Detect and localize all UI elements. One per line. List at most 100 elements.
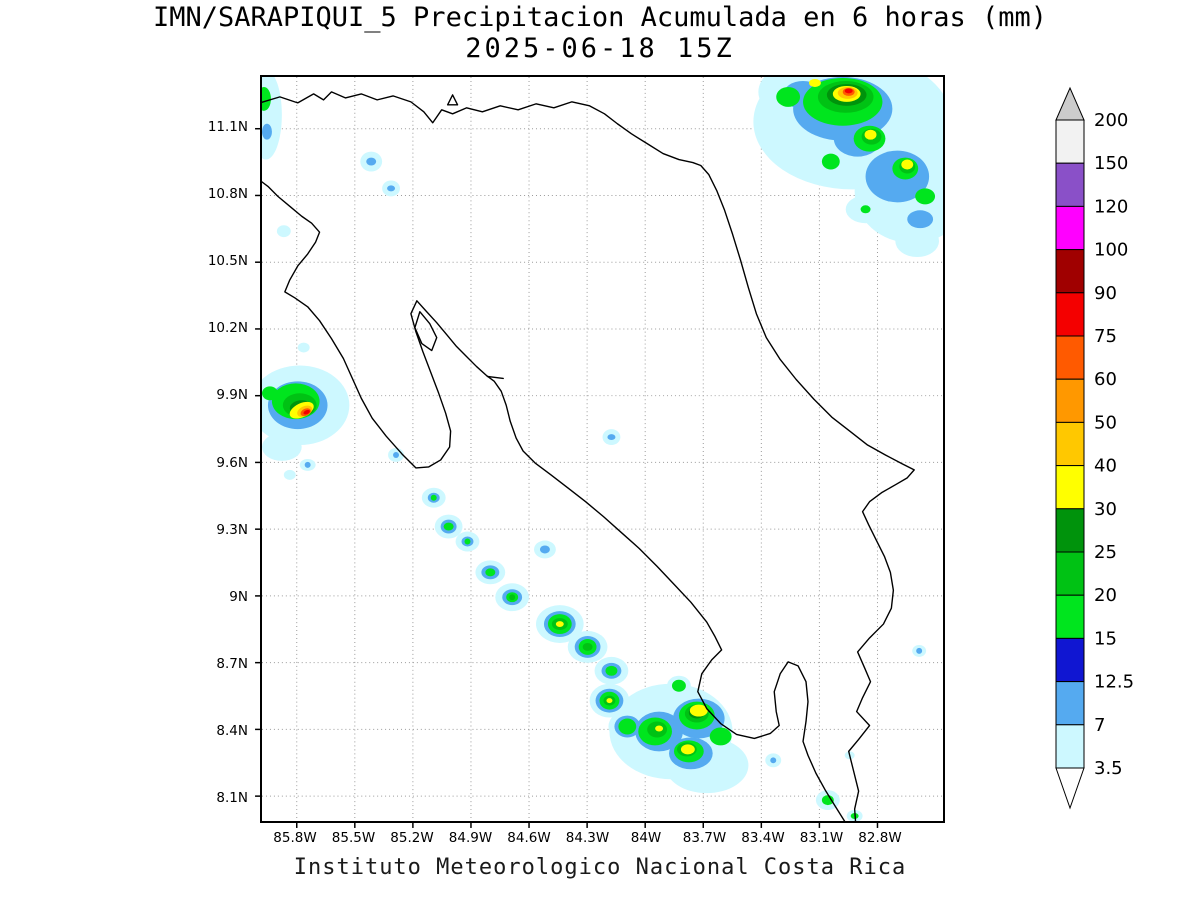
precip-cell-30mm [864,129,877,140]
y-tick-label: 10.5N [207,253,248,270]
y-tick-label: 9.6N [216,454,248,471]
x-tick-label: 84.3W [565,830,610,846]
y-tick-label: 10.8N [207,186,248,203]
x-axis-labels: 85.8W 85.5W 85.2W 84.9W 84.6W 84.3W 84W 83.7W 83… [260,830,945,850]
precip-cell-30mm [680,744,695,755]
colorbar-level-label: 150 [1094,153,1128,174]
precip-cell-3.5mm [262,433,302,461]
colorbar-cell [1055,594,1085,639]
colorbar-level-label: 75 [1094,326,1117,347]
precip-cell-7mm [393,451,399,458]
y-tick-label: 8.7N [216,655,248,672]
precip-cell-15mm [485,568,496,577]
precip-cell-7mm [770,757,777,764]
precip-cell-15mm [776,86,801,107]
map-title: IMN/SARAPIQUI_5 Precipitacion Acumulada … [152,2,1048,33]
colorbar-level-label: 30 [1094,499,1117,520]
precip-cell-7mm [262,123,272,140]
y-tick-label: 9.3N [216,521,248,538]
colorbar-level-label: 20 [1094,585,1117,606]
colorbar-cell [1055,421,1085,467]
x-tick-label: 84.6W [507,830,551,846]
x-tick-label: 84.9W [448,830,493,846]
colorbar-level-label: 3.5 [1094,758,1123,779]
colorbar-level-label: 40 [1094,456,1117,477]
precip-cell-3.5mm [760,122,797,151]
colorbar-level-label: 100 [1094,240,1128,261]
colorbar: 200 150 120 100 90 75 60 50 40 30 25 20 15 12.5 7 3.5 [1055,86,1134,810]
precip-cell-15mm [821,153,840,170]
colorbar-cell [1055,205,1085,251]
precip-cell-3.5mm [297,342,310,353]
precip-cell-20mm [509,594,516,601]
x-tick-label: 84W [630,830,662,846]
colorbar-level-label: 60 [1094,369,1117,390]
precip-cell-7mm [366,157,377,166]
colorbar-arrow-bottom [1055,767,1085,810]
precip-cell-15mm [443,522,454,531]
x-tick-label: 83.4W [741,830,785,846]
colorbar-arrow-top [1055,86,1085,121]
coastline [486,375,504,380]
x-tick-label: 83.7W [682,830,727,846]
precip-cell-30mm [606,698,613,704]
map-plot [255,75,945,828]
precip-cell-15mm [671,679,686,692]
precip-cell-15mm [262,386,278,401]
precip-cell-15mm [860,205,871,214]
precip-cell-15mm [618,718,637,735]
precip-cell-30mm [655,725,664,732]
x-tick-label: 82.8W [858,830,902,846]
precip-cell-15mm [262,86,271,111]
colorbar-cell [1055,335,1085,380]
colorbar-cell [1055,508,1085,553]
tick-marks [255,127,879,828]
colorbar-level-label: 120 [1094,196,1128,217]
precip-cell-15mm [821,795,834,806]
colorbar-cell [1055,637,1085,683]
precip-cell-75mm [303,409,310,415]
precip-cell-7mm [907,210,934,229]
colorbar-level-label: 12.5 [1094,672,1134,693]
colorbar-cell [1055,681,1085,726]
precip-cell-7mm [304,461,311,468]
colorbar-cell [1055,465,1085,510]
y-tick-label: 11.1N [207,119,248,135]
colorbar-cell [1055,378,1085,423]
precip-cell-15mm [464,538,471,545]
colorbar-cell [1055,292,1085,337]
coastline [262,91,915,821]
colorbar-level-label: 50 [1094,412,1117,433]
colorbar-level-label: 15 [1094,628,1117,649]
y-tick-label: 9N [229,588,248,605]
precip-cell-7mm [607,434,616,441]
colorbar-cell [1055,249,1085,294]
colorbar-level-label: 7 [1094,715,1105,736]
x-tick-label: 85.8W [273,830,317,846]
y-tick-label: 10.2N [207,320,248,337]
footer-text: Instituto Meteorologico Nacional Costa R… [293,855,907,880]
coastline-group [262,91,915,821]
coastline [414,311,438,352]
y-tick-label: 8.4N [216,722,248,739]
precip-cell-7mm [916,647,923,654]
x-tick-label: 83.1W [799,830,844,846]
colorbar-cell [1055,724,1085,769]
y-tick-label: 8.1N [216,790,248,806]
y-tick-label: 9.9N [216,387,248,404]
precip-cell-15mm [709,727,732,746]
colorbar-cell [1055,162,1085,207]
precip-cell-15mm [915,188,936,205]
precip-cell-30mm [689,704,708,717]
colorbar-level-label: 90 [1094,283,1117,304]
precipitation-map-canvas [255,77,943,828]
precipitation-field [262,77,943,821]
precip-cell-3.5mm [276,225,291,238]
colorbar-cell [1055,119,1085,164]
colorbar-level-label: 25 [1094,542,1117,563]
x-tick-label: 85.5W [331,830,376,846]
precip-cell-20mm [582,642,593,651]
precip-cell-3.5mm [262,77,282,160]
precip-cell-3.5mm [283,469,296,480]
